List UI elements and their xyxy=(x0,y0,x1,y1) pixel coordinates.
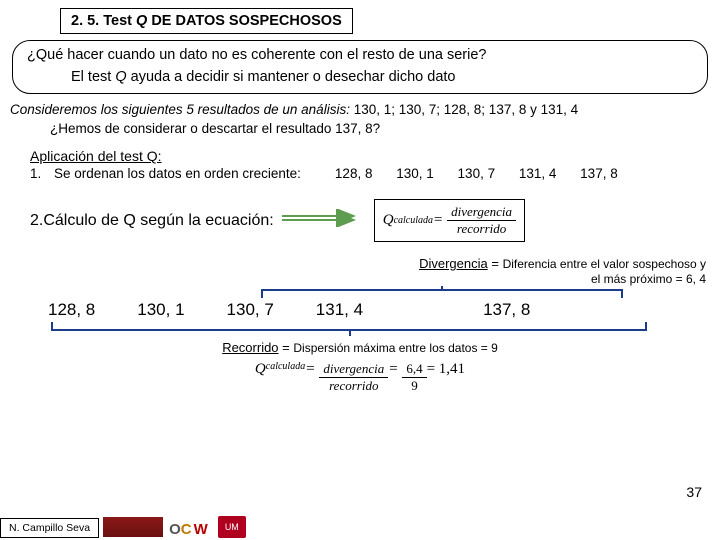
um-logo: UM xyxy=(218,516,246,538)
university-logo-1 xyxy=(103,517,163,537)
recorrido-label: Recorrido = Dispersión máxima entre los … xyxy=(0,340,720,355)
step-2: 2. Cálculo de Q según la ecuación: Qcalc… xyxy=(30,199,720,242)
equation-q: Qcalculada = divergencia recorrido xyxy=(374,199,525,242)
title-q: Q xyxy=(136,13,147,29)
footer: N. Campillo Seva OCW UM xyxy=(0,516,246,538)
step1-num: 1. xyxy=(30,166,54,181)
title-suffix: DE DATOS SOSPECHOSOS xyxy=(147,13,341,29)
sorted-data: 128, 8 130, 1 130, 7 131, 4 137, 8 xyxy=(325,166,628,181)
step2-num: 2. xyxy=(30,212,43,230)
author-name: N. Campillo Seva xyxy=(0,518,99,538)
application-title: Aplicación del test Q: xyxy=(30,148,720,164)
question-line1: ¿Qué hacer cuando un dato no es coherent… xyxy=(27,47,693,63)
title-prefix: 2. 5. Test xyxy=(71,13,136,29)
section-title: 2. 5. Test Q DE DATOS SOSPECHOSOS xyxy=(60,8,353,34)
fraction: divergencia recorrido xyxy=(447,204,516,237)
question-line2: El test Q ayuda a decidir si mantener o … xyxy=(27,69,693,85)
step2-text: Cálculo de Q según la ecuación: xyxy=(43,212,273,230)
final-equation: Qcalculada = divergenciarecorrido = 6,49… xyxy=(0,361,720,394)
data-row-large: 128, 8 130, 1 130, 7 131, 4 137, 8 xyxy=(48,300,720,320)
ocw-logo: OCW xyxy=(169,521,208,538)
intro-line2: ¿Hemos de considerar o descartar el resu… xyxy=(50,121,720,136)
divergencia-label: Divergencia = Diferencia entre el valor … xyxy=(0,256,706,286)
page-number: 37 xyxy=(686,484,702,500)
intro-line1: Consideremos los siguientes 5 resultados… xyxy=(10,102,710,117)
question-box: ¿Qué hacer cuando un dato no es coherent… xyxy=(12,40,708,94)
step1-text: Se ordenan los datos en orden creciente: xyxy=(54,166,301,181)
bracket-divergencia xyxy=(260,286,630,300)
bracket-recorrido xyxy=(50,320,650,338)
arrow-icon xyxy=(282,209,366,232)
step-1: 1. Se ordenan los datos en orden crecien… xyxy=(30,166,720,181)
